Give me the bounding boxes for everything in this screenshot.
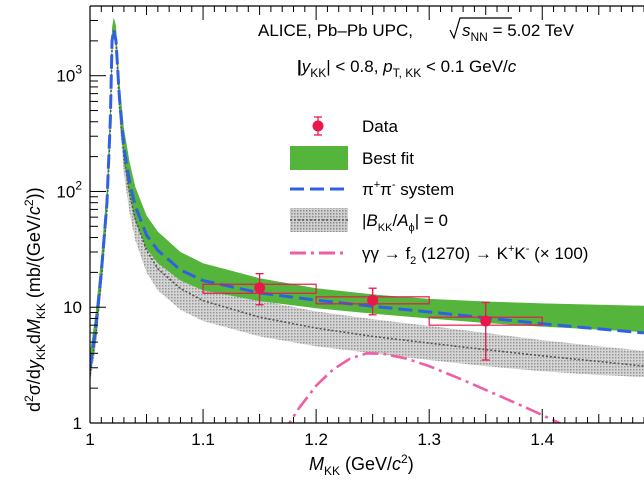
x-tick-label: 1 [85, 430, 94, 449]
header-pt-sub: T, KK [393, 66, 422, 80]
legend-pipi-mid: π [380, 180, 392, 199]
y-axis-unit-sup: 2 [22, 199, 36, 206]
legend-interference-slash: / [392, 211, 397, 230]
legend-interference-B: B [366, 211, 377, 230]
header-sqrt-sub: NN [471, 30, 488, 44]
y-axis-sigma: σ/d [24, 369, 44, 395]
y-tick-label-base: 10 [63, 298, 82, 317]
header-abs-sub: KK [310, 66, 326, 80]
y-tick-label-base: 10 [56, 182, 75, 201]
x-tick-label: 1.2 [304, 430, 328, 449]
header-sqrt-s: sNN = 5.02 TeV [449, 17, 575, 44]
legend-gg-sup2: - [526, 243, 530, 255]
interference-curve [90, 29, 644, 376]
data-point-1 [202, 273, 317, 306]
legend-gg-k: K [514, 244, 526, 263]
legend-best-fit-swatch [290, 146, 348, 170]
x-tick-label: 1.3 [417, 430, 441, 449]
header-sqrt-base: s [462, 21, 471, 40]
y-tick-label-base: 10 [56, 67, 75, 86]
legend-pipi-label: π+π- system [362, 179, 454, 199]
legend-interference-pre: | [362, 211, 366, 230]
x-axis-sub: KK [324, 464, 340, 478]
y-tick-label: 10 [63, 298, 82, 317]
gg-curve [287, 351, 563, 423]
data-point-3 [428, 301, 543, 361]
y-tick-label-exponent: 3 [75, 63, 82, 77]
header-sqrt-content: sNN = 5.02 TeV [462, 21, 575, 44]
y-tick-label-base: 1 [73, 414, 82, 433]
y-axis-sub1: KK [34, 344, 48, 360]
legend-entry-gg: γγ → f2 (1270) → K+K- (× 100) [290, 243, 588, 267]
data-point-marker [254, 282, 266, 294]
x-axis-unit-c: c [392, 454, 401, 474]
legend-entry-pipi: π+π- system [290, 179, 454, 199]
y-tick-label: 102 [56, 178, 82, 201]
y-axis-sub2: KK [34, 303, 48, 319]
x-tick-label: 1.4 [530, 430, 554, 449]
y-axis-unit-c: c [24, 206, 44, 215]
legend-interference-A: A [396, 211, 408, 230]
data-point-2 [315, 287, 430, 316]
y-axis-title: d2σ/dyKKdMKK (mb/(GeV/c2)) [22, 187, 48, 412]
legend: Data Best fit π+π- system |BKK/Aϕ| = 0 γ… [290, 116, 588, 267]
x-axis-unit-post: ) [408, 454, 414, 474]
header-abs-close: | [326, 57, 330, 76]
legend-interference-label: |BKK/Aϕ| = 0 [362, 211, 448, 234]
header-abs-open: | [297, 57, 302, 76]
legend-gg-mid: (1270) → K [416, 244, 508, 263]
legend-pipi-sup2: - [392, 179, 396, 191]
legend-pipi-base: π [362, 180, 374, 199]
legend-gg-sup1: + [508, 243, 514, 255]
x-axis-var: M [309, 454, 324, 474]
header-line-1-post: = 5.02 TeV [488, 21, 575, 40]
x-axis-unit-sup: 2 [401, 452, 408, 466]
header-line-2-mid: < 0.8, [331, 57, 383, 76]
y-axis-unit-post: )) [24, 187, 44, 199]
x-axis-title: MKK (GeV/c2) [309, 452, 414, 478]
legend-gg-pre: γγ → f [362, 244, 410, 263]
y-tick-label-exponent: 2 [75, 178, 82, 192]
legend-gg-label: γγ → f2 (1270) → K+K- (× 100) [362, 243, 588, 267]
y-axis-unit-pre: (mb/(GeV/ [24, 215, 44, 303]
legend-interference-post: | = 0 [415, 211, 448, 230]
legend-interference-phi: ϕ [409, 222, 415, 234]
legend-entry-interference: |BKK/Aϕ| = 0 [290, 208, 448, 234]
header-line-1: ALICE, Pb–Pb UPC, [258, 21, 413, 40]
data-point-marker [367, 294, 379, 306]
header-c: c [508, 57, 517, 76]
y-tick-label: 1 [73, 414, 82, 433]
legend-gg-post: (× 100) [529, 244, 588, 263]
y-axis-sup1: 2 [22, 395, 36, 402]
legend-data-label: Data [362, 117, 398, 136]
header-pt: p [382, 57, 392, 76]
legend-entry-best-fit: Best fit [290, 146, 414, 170]
y-axis-dM: d [24, 334, 44, 344]
legend-best-fit-label: Best fit [362, 149, 414, 168]
header-line-2-post: < 0.1 GeV/ [421, 57, 508, 76]
header-abs-var: y [301, 57, 312, 76]
header-line-1-pre: ALICE, Pb–Pb UPC, [258, 21, 413, 40]
data-point-marker [480, 315, 492, 327]
x-tick-label: 1.1 [191, 430, 215, 449]
y-axis-y: y [24, 359, 44, 371]
y-tick-label: 103 [56, 63, 82, 86]
legend-data-marker [312, 120, 324, 132]
legend-interference-sub: KK [378, 222, 393, 234]
header-line-2: |yKK| < 0.8, pT, KK < 0.1 GeV/c [297, 57, 517, 80]
y-axis-d1: d [24, 402, 44, 412]
legend-gg-sub: 2 [410, 255, 416, 267]
plot-area [90, 17, 644, 423]
pipi-curve [90, 29, 644, 368]
legend-pipi-post: system [396, 180, 455, 199]
legend-pipi-sup1: + [374, 179, 380, 191]
x-axis-unit-pre: (GeV/ [340, 454, 392, 474]
legend-entry-data: Data [312, 116, 398, 136]
y-axis-M: M [24, 319, 44, 334]
